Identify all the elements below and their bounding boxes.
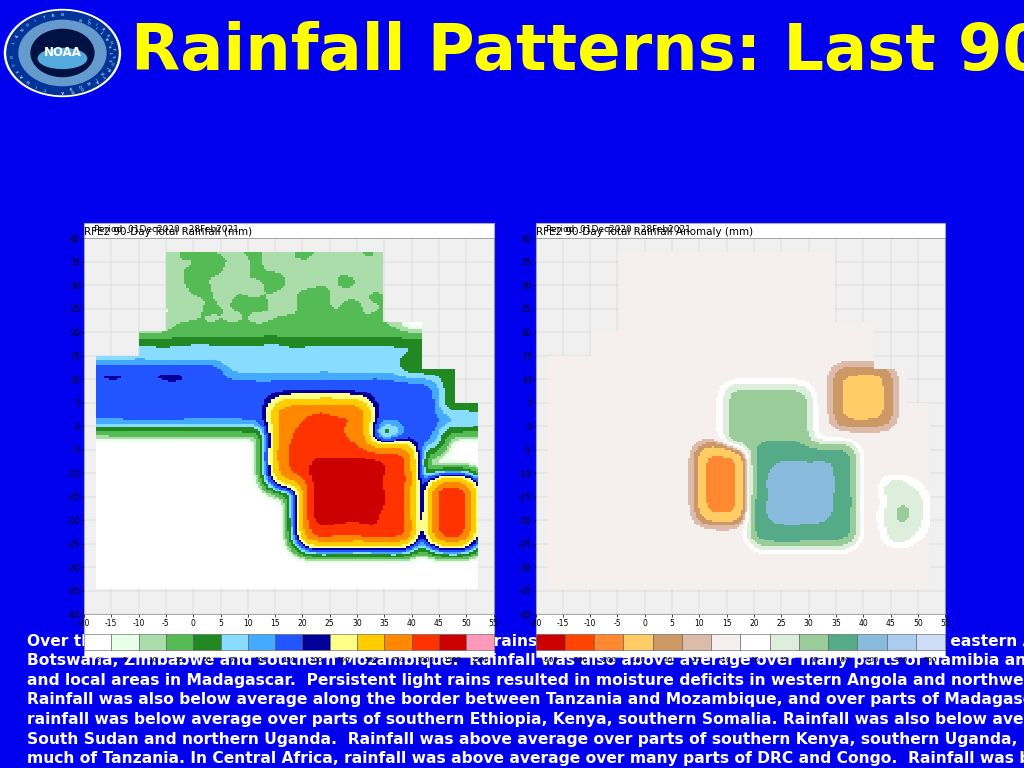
Text: -300: -300 (571, 657, 588, 663)
Text: S: S (110, 59, 114, 62)
Text: M: M (87, 82, 92, 88)
Circle shape (19, 21, 105, 85)
Text: 150: 150 (282, 657, 296, 663)
Ellipse shape (38, 48, 87, 68)
Circle shape (7, 12, 118, 94)
Text: 10: 10 (147, 657, 157, 663)
Text: D: D (79, 85, 83, 91)
Text: 25: 25 (780, 657, 788, 663)
Text: Rainfall Patterns: Last 90 Days: Rainfall Patterns: Last 90 Days (131, 22, 1024, 84)
Text: 50: 50 (203, 657, 211, 663)
Text: 10: 10 (751, 657, 760, 663)
Text: 200: 200 (865, 657, 879, 663)
Text: H: H (109, 40, 113, 44)
Text: N: N (79, 15, 83, 21)
Text: O: O (87, 19, 92, 24)
Circle shape (4, 9, 121, 97)
Text: T: T (111, 51, 115, 55)
Text: 50: 50 (809, 657, 818, 663)
Text: I: I (94, 23, 97, 27)
Text: 300: 300 (337, 657, 350, 663)
Text: Period: 01Dec2020 - 28Feb2021: Period: 01Dec2020 - 28Feb2021 (546, 225, 690, 234)
Text: O: O (26, 23, 31, 28)
Text: A: A (20, 74, 25, 78)
Text: I: I (35, 83, 38, 87)
Text: A: A (15, 35, 19, 38)
Text: O: O (109, 61, 114, 65)
Text: C: C (86, 18, 90, 23)
Text: O: O (10, 55, 14, 58)
Text: 200: 200 (309, 657, 323, 663)
Text: -10: -10 (720, 657, 731, 663)
Text: 5: 5 (123, 657, 127, 663)
Text: 500: 500 (364, 657, 378, 663)
Text: 1500: 1500 (443, 657, 462, 663)
Text: A: A (51, 14, 55, 18)
Text: RFE2 90-Day Total Rainfall Anomaly (mm): RFE2 90-Day Total Rainfall Anomaly (mm) (536, 227, 753, 237)
Text: A: A (106, 36, 111, 41)
Text: C: C (43, 86, 47, 91)
Text: N: N (61, 13, 63, 18)
Text: -200: -200 (601, 657, 616, 663)
Text: T: T (100, 73, 105, 78)
Text: -100: -100 (630, 657, 646, 663)
Text: A: A (61, 88, 65, 93)
Text: E: E (104, 34, 110, 38)
Text: -500: -500 (543, 657, 558, 663)
Circle shape (31, 29, 94, 77)
Text: I: I (35, 19, 38, 23)
Text: 100: 100 (836, 657, 850, 663)
Text: N: N (27, 78, 32, 84)
Text: NOAA: NOAA (44, 47, 81, 59)
Text: A: A (94, 78, 99, 83)
Text: P: P (111, 48, 115, 50)
Text: 2: 2 (95, 657, 99, 663)
Text: R: R (99, 28, 104, 32)
Text: N: N (71, 88, 74, 92)
Text: I: I (106, 66, 111, 69)
Text: C: C (12, 61, 16, 65)
Text: N: N (19, 28, 25, 33)
Text: 100: 100 (255, 657, 268, 663)
Text: A: A (70, 88, 73, 92)
Text: D: D (79, 85, 83, 91)
Text: T: T (101, 30, 106, 34)
Text: Over the past 90 days, in southern Africa, persistent rains resulted in sustaine: Over the past 90 days, in southern Afric… (28, 634, 1024, 768)
Text: L: L (12, 41, 16, 45)
Text: 2500: 2500 (471, 657, 488, 663)
Text: 300: 300 (895, 657, 908, 663)
Text: 750: 750 (391, 657, 404, 663)
Text: -25: -25 (691, 657, 702, 663)
Text: Period: 01Dec2020 - 28Feb2021: Period: 01Dec2020 - 28Feb2021 (94, 225, 239, 234)
Text: RFE2 90-Day Total Rainfall (mm): RFE2 90-Day Total Rainfall (mm) (84, 227, 252, 237)
Text: I: I (95, 78, 99, 81)
Text: 500: 500 (924, 657, 937, 663)
Text: N: N (101, 72, 106, 77)
Text: I: I (95, 25, 99, 28)
Text: 75: 75 (229, 657, 239, 663)
Text: -50: -50 (662, 657, 673, 663)
Text: 1000: 1000 (417, 657, 434, 663)
Text: S: S (111, 55, 115, 58)
Text: R: R (110, 44, 114, 47)
Text: M: M (105, 67, 111, 71)
Text: 25: 25 (175, 657, 184, 663)
Text: T: T (42, 15, 46, 20)
Text: E: E (15, 68, 20, 72)
